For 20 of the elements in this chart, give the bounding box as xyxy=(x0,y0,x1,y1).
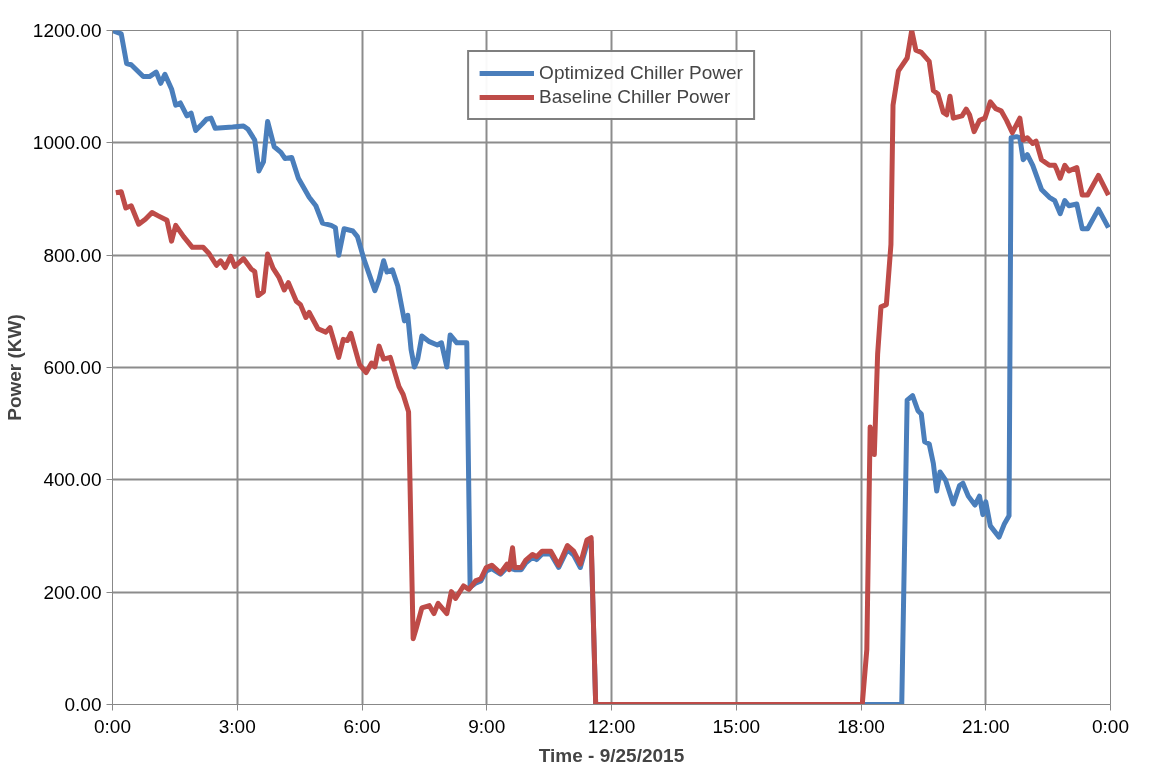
legend-label: Baseline Chiller Power xyxy=(539,86,731,108)
y-tick-label: 0.00 xyxy=(64,694,102,715)
y-tick-label: 1200.00 xyxy=(32,20,102,41)
x-tick-label: 12:00 xyxy=(587,715,636,737)
x-tick-label: 3:00 xyxy=(218,715,256,737)
legend-label: Optimized Chiller Power xyxy=(539,62,743,84)
y-tick-label: 200.00 xyxy=(43,581,102,603)
y-tick-label: 400.00 xyxy=(43,469,102,491)
x-tick-label: 0:00 xyxy=(94,715,131,737)
y-tick-label: 600.00 xyxy=(43,357,102,378)
x-axis-title: Time - 9/25/2015 xyxy=(538,744,685,766)
y-tick-label: 1000.00 xyxy=(32,132,102,154)
y-axis-title: Power (KW) xyxy=(3,314,25,421)
x-tick-label: 6:00 xyxy=(343,715,381,737)
y-tick-label: 800.00 xyxy=(43,244,102,266)
x-tick-label: 15:00 xyxy=(712,715,761,737)
x-tick-label: 21:00 xyxy=(961,715,1010,737)
x-tick-label: 18:00 xyxy=(837,715,885,737)
x-tick-label: 0:00 xyxy=(1092,715,1129,737)
x-tick-label: 9:00 xyxy=(468,715,506,737)
